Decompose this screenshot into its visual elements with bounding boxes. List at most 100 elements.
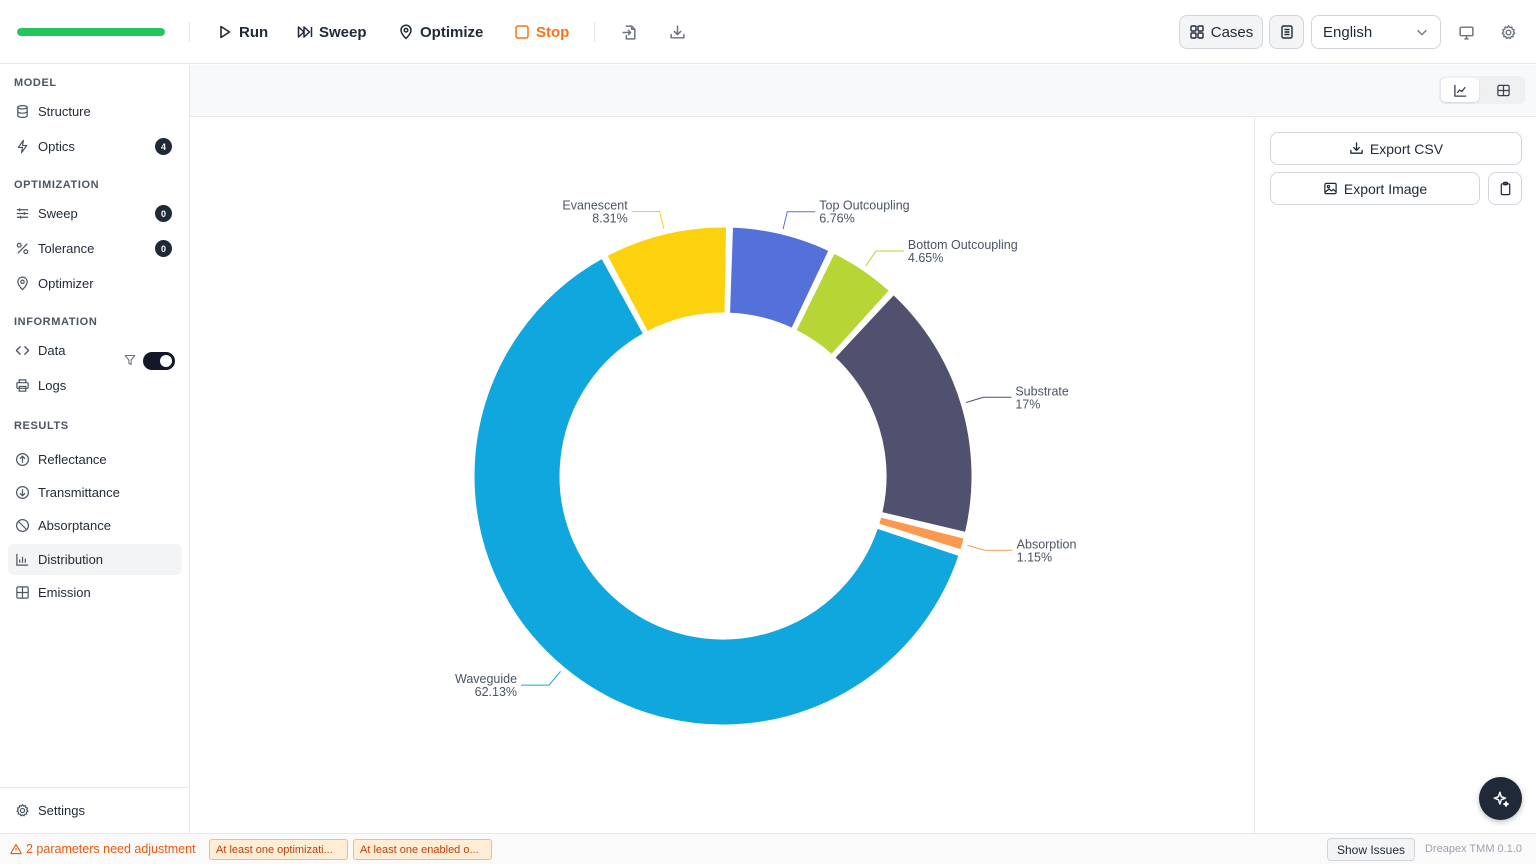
sidebar-footer: Settings [0,787,189,833]
issue-tag[interactable]: At least one enabled o... [353,839,492,860]
sidebar-item-emission[interactable]: Emission [8,577,182,608]
document-icon [1280,25,1293,39]
map-pin-icon [400,24,412,40]
sidebar-item-label: Transmittance [38,485,120,500]
export-image-label: Export Image [1343,180,1428,197]
tolerance-count-badge: 0 [155,240,172,257]
progress-fill [17,28,165,36]
clipboard-icon [1500,181,1510,196]
slice-label: Substrate [1015,384,1069,398]
chart-view-button[interactable] [1441,78,1479,102]
sweep-label: Sweep [319,23,367,41]
sidebar-item-transmittance[interactable]: Transmittance [8,477,182,508]
filter-icon[interactable] [124,354,136,366]
sidebar-item-absorptance[interactable]: Absorptance [8,510,182,541]
printer-icon [16,379,29,392]
chevron-down-icon [1417,29,1427,36]
cases-button[interactable]: Cases [1179,15,1263,49]
sidebar-item-label: Absorptance [38,518,111,533]
section-title-model: MODEL [14,77,57,89]
sidebar-item-optics[interactable]: Optics 4 [8,131,182,162]
issue-tag[interactable]: At least one optimizati... [209,839,348,860]
sweep-count-badge: 0 [155,205,172,222]
sidebar: MODEL Structure Optics 4 OPTIMIZATION Sw… [0,65,190,833]
image-icon [1324,182,1337,195]
run-button[interactable]: Run [217,20,268,44]
bar-chart-icon [16,553,29,566]
sidebar-item-optimizer[interactable]: Optimizer [8,268,182,299]
donut-slice-waveguide[interactable] [471,255,962,728]
ai-assistant-button[interactable] [1479,777,1522,820]
sidebar-item-tolerance[interactable]: Tolerance 0 [8,233,182,264]
sidebar-item-logs[interactable]: Logs [8,370,182,401]
table-icon [1496,84,1510,96]
label-leader-line [631,210,665,230]
copy-clipboard-button[interactable] [1488,172,1522,205]
arrow-down-circle-icon [15,485,30,500]
language-value: English [1323,23,1373,41]
settings-gear-button[interactable] [1498,22,1518,42]
slice-value-label: 1.15% [1017,550,1052,564]
donut-slice-substrate[interactable] [832,291,975,536]
sidebar-item-label: Optimizer [38,276,94,291]
sidebar-item-label: Structure [38,104,91,119]
slice-value-label: 6.76% [819,212,854,226]
optimize-label: Optimize [420,23,484,41]
slice-label: Bottom Outcoupling [908,238,1018,252]
progress-bar [17,28,165,36]
line-chart-icon [1453,84,1466,97]
cases-label: Cases [1210,23,1254,41]
arrow-up-circle-icon [15,452,30,467]
section-title-information: INFORMATION [14,316,98,328]
table-view-button[interactable] [1484,78,1522,102]
sidebar-item-distribution[interactable]: Distribution [8,544,182,575]
play-icon [220,25,231,39]
app-version: Dreapex TMM 0.1.0 [1425,843,1523,855]
import-button[interactable] [619,22,639,42]
sidebar-item-sweep[interactable]: Sweep 0 [8,198,182,229]
sidebar-item-settings[interactable]: Settings [8,795,182,826]
donut-slice-absorption[interactable] [876,514,967,553]
show-issues-button[interactable]: Show Issues [1327,838,1415,861]
notes-button[interactable] [1269,15,1304,49]
sidebar-item-label: Settings [38,803,85,818]
percent-icon [16,242,29,255]
slice-value-label: 62.13% [475,685,517,699]
slice-value-label: 4.65% [908,251,943,265]
sidebar-item-label: Tolerance [38,241,95,256]
sliders-icon [16,208,29,219]
stop-button[interactable]: Stop [514,20,569,44]
sidebar-item-label: Reflectance [38,452,107,467]
sidebar-item-reflectance[interactable]: Reflectance [8,444,182,475]
export-csv-button[interactable]: Export CSV [1270,132,1522,165]
parameter-warning[interactable]: 2 parameters need adjustment [10,842,196,856]
fast-forward-icon [297,26,313,38]
slice-value-label: 8.31% [592,211,627,225]
label-leader-line [782,211,816,230]
export-image-button[interactable]: Export Image [1270,172,1480,205]
sweep-button[interactable]: Sweep [297,20,367,44]
download-icon [669,24,685,39]
donut-slice-top-outcoupling[interactable] [727,224,832,332]
chart-area: Top Outcoupling 6.76% Bottom Outcoupling 4.… [190,118,1255,833]
sidebar-item-structure[interactable]: Structure [8,96,182,127]
ban-icon [15,518,30,533]
view-toolbar [190,65,1536,117]
results-toggle[interactable] [143,352,175,370]
label-leader-line [521,670,561,686]
grid-icon [1190,25,1204,39]
display-button[interactable] [1456,22,1476,42]
sidebar-item-data[interactable]: Data [8,335,182,366]
monitor-icon [1458,25,1474,40]
language-select[interactable]: English [1311,15,1441,49]
donut-slice-bottom-outcoupling[interactable] [793,250,893,358]
download-button[interactable] [667,22,687,42]
sidebar-item-label: Logs [38,378,67,393]
donut-slice-evanescent[interactable] [604,224,730,335]
optimize-button[interactable]: Optimize [398,20,483,44]
sidebar-item-label: Sweep [38,206,78,221]
table-icon [16,586,29,599]
label-leader-line [967,544,1013,551]
toggle-knob [160,355,172,367]
